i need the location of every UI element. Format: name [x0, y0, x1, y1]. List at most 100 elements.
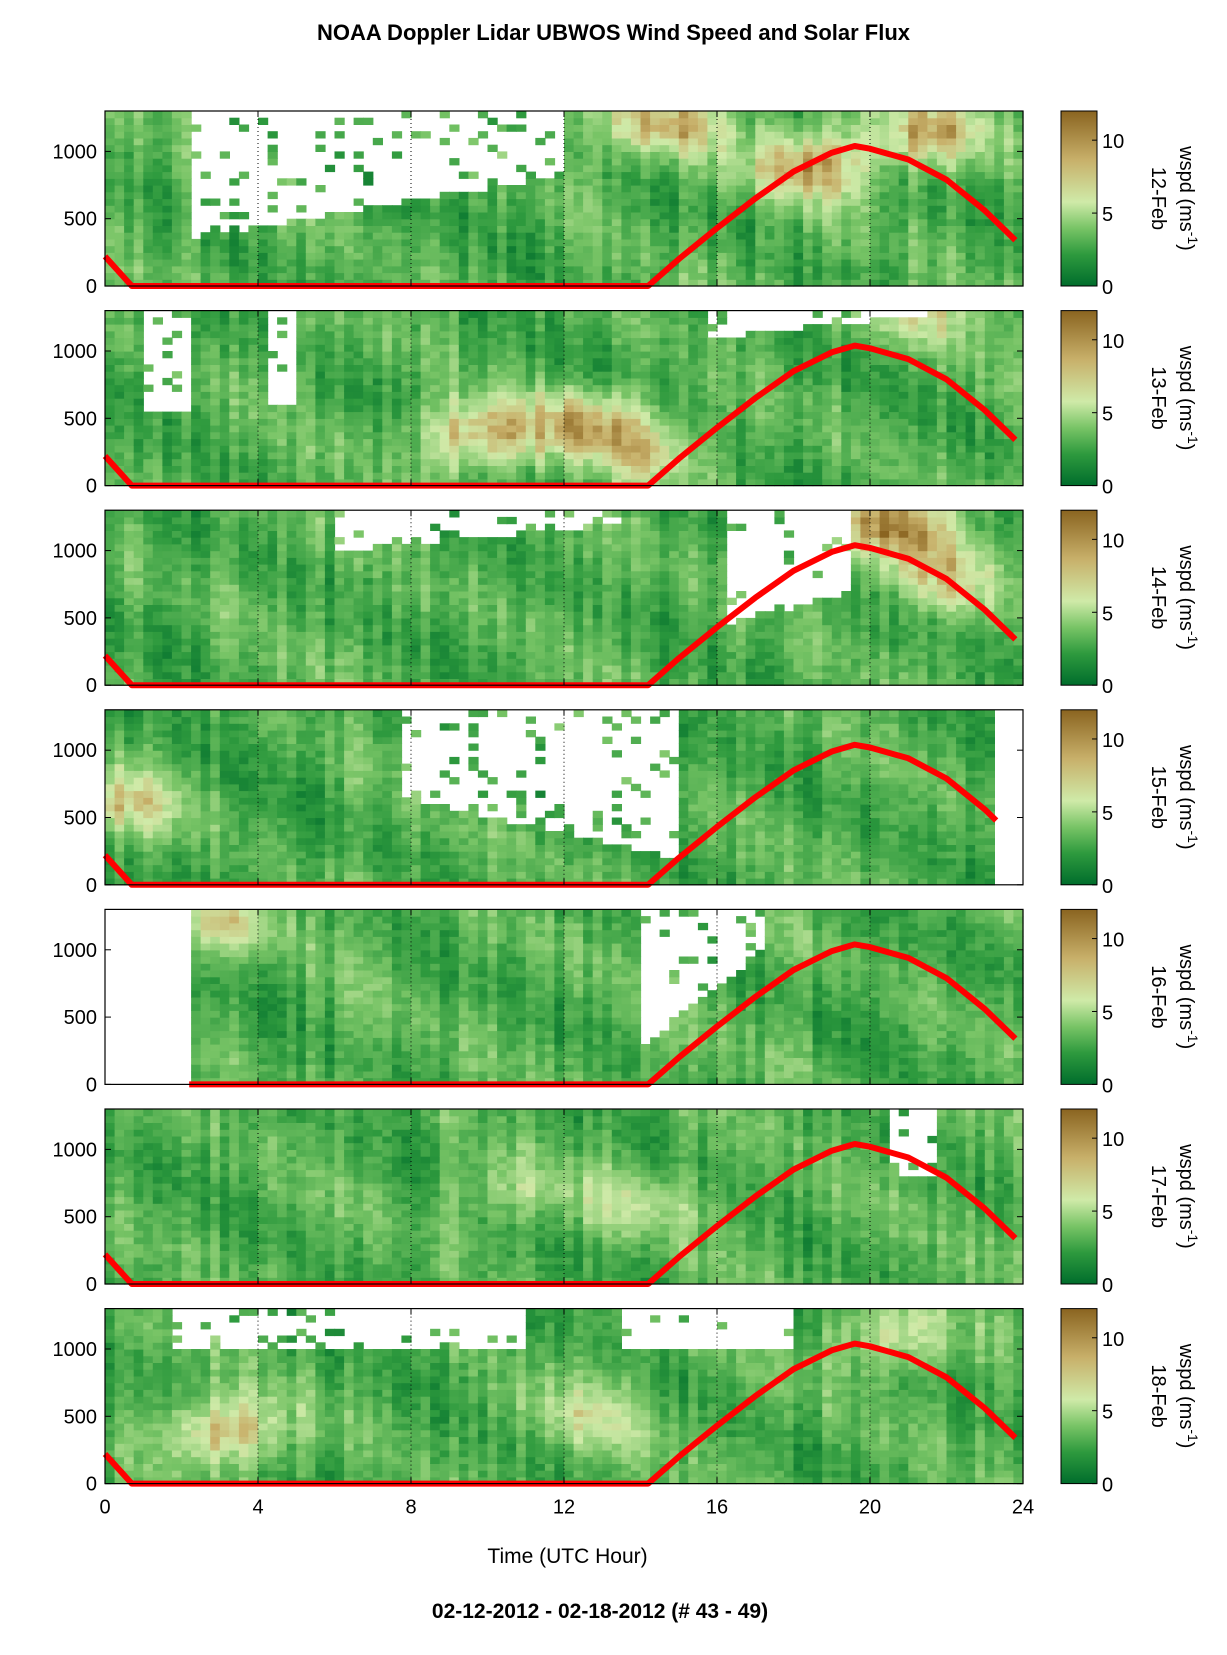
heatmap-cell: [707, 191, 718, 200]
heatmap-cell: [171, 557, 183, 565]
heatmap-cell: [152, 678, 163, 686]
heatmap-cell: [296, 425, 307, 433]
heatmap-cell: [678, 238, 689, 247]
heatmap-cell: [870, 324, 881, 332]
heatmap-cell: [965, 351, 976, 359]
heatmap-cell: [105, 404, 116, 413]
heatmap-cell: [554, 245, 565, 253]
heatmap-cell: [286, 425, 297, 433]
heatmap-cell: [956, 330, 967, 339]
heatmap-cell: [267, 252, 278, 260]
heatmap-cell: [774, 158, 785, 166]
heatmap-cell: [315, 364, 326, 372]
heatmap-cell: [171, 252, 183, 260]
heatmap-cell: [688, 478, 699, 487]
heatmap-cell: [286, 591, 297, 599]
heatmap-cell: [219, 665, 230, 673]
heatmap-cell: [544, 330, 556, 339]
heatmap-cell: [822, 137, 833, 146]
heatmap-cell: [305, 391, 316, 399]
heatmap-cell: [162, 411, 173, 419]
heatmap-cell: [152, 651, 163, 659]
heatmap-cell: [420, 344, 431, 352]
heatmap-cell: [592, 245, 603, 253]
heatmap-cell: [936, 411, 948, 419]
heatmap-cell: [870, 164, 881, 173]
heatmap-cell: [430, 425, 441, 433]
heatmap-cell: [181, 472, 192, 480]
heatmap-cell: [506, 279, 517, 287]
heatmap-cell: [994, 178, 1005, 186]
heatmap-cell: [200, 431, 211, 440]
heatmap-cell: [927, 357, 938, 365]
heatmap-cell: [191, 557, 202, 565]
heatmap-cell: [372, 371, 383, 379]
heatmap-cell: [965, 259, 976, 267]
heatmap-cell: [564, 478, 575, 487]
heatmap-cell: [200, 310, 211, 318]
heatmap-cell: [334, 218, 345, 226]
heatmap-cell: [975, 317, 986, 325]
heatmap-cell: [143, 272, 154, 280]
heatmap-cell: [879, 171, 890, 179]
heatmap-cell: [822, 225, 833, 233]
heatmap-cell: [296, 337, 307, 345]
heatmap-cell: [870, 158, 881, 166]
heatmap-cell: [506, 472, 517, 480]
heatmap-cell: [105, 617, 116, 626]
heatmap-cell: [697, 310, 709, 318]
heatmap-cell: [248, 523, 259, 531]
heatmap-cell: [171, 259, 183, 267]
heatmap-cell: [889, 232, 900, 240]
heatmap-cell: [200, 445, 211, 453]
heatmap-cell: [162, 644, 173, 653]
heatmap-cell: [238, 472, 250, 480]
heatmap-cell: [305, 638, 316, 646]
heatmap-cell: [573, 344, 584, 352]
heatmap-cell: [860, 185, 871, 193]
heatmap-cell: [879, 218, 890, 226]
heatmap-cell: [936, 425, 948, 433]
heatmap-cell: [640, 198, 651, 206]
heatmap-cell: [564, 238, 575, 247]
heatmap-cell: [305, 310, 316, 318]
heatmap-cell: [296, 371, 307, 379]
heatmap-cell: [602, 425, 613, 433]
heatmap-cell: [592, 472, 603, 480]
heatmap-cell: [927, 225, 938, 233]
heatmap-cell: [803, 411, 814, 419]
heatmap-cell: [870, 198, 881, 206]
heatmap-cell: [870, 238, 881, 247]
heatmap-cell: [544, 364, 556, 372]
heatmap-cell: [640, 472, 651, 480]
heatmap-cell: [917, 144, 928, 152]
heatmap-cell: [984, 111, 995, 119]
heatmap-cell: [564, 384, 575, 392]
heatmap-cell: [238, 678, 250, 686]
heatmap-cell: [564, 357, 575, 365]
heatmap-cell: [745, 451, 756, 460]
heatmap-cell: [917, 205, 928, 213]
heatmap-cell: [105, 611, 116, 619]
heatmap-cell: [200, 550, 211, 558]
heatmap-cell: [401, 337, 412, 345]
heatmap-cell: [841, 310, 852, 318]
heatmap-cell: [850, 330, 862, 339]
heatmap-cell: [697, 151, 709, 159]
heatmap-cell: [477, 198, 489, 206]
heatmap-cell: [296, 364, 307, 372]
heatmap-cell: [870, 445, 881, 453]
heatmap-cell: [678, 225, 689, 233]
heatmap-cell: [965, 171, 976, 179]
heatmap-cell: [583, 191, 594, 200]
heatmap-cell: [267, 131, 278, 139]
heatmap-cell: [544, 472, 556, 480]
heatmap-cell: [133, 557, 144, 565]
heatmap-cell: [171, 577, 183, 585]
heatmap-cell: [917, 218, 928, 226]
heatmap-cell: [277, 550, 288, 558]
heatmap-cell: [277, 678, 288, 686]
heatmap-cell: [105, 465, 116, 473]
heatmap-cell: [965, 131, 976, 139]
